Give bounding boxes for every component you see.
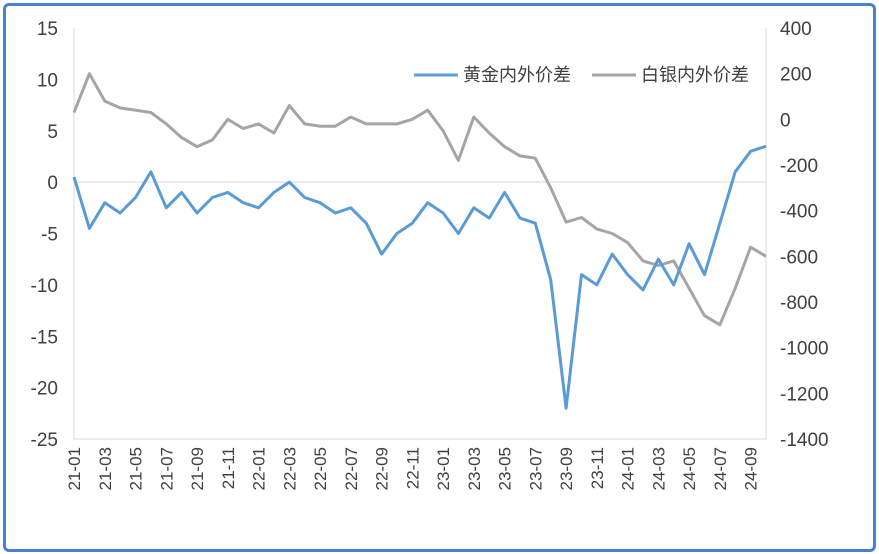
x-tick-label: 23-11 [588, 447, 607, 489]
x-tick-label: 22-01 [250, 447, 269, 490]
right-tick-label: -200 [780, 156, 818, 177]
series-line-gold [72, 144, 767, 410]
x-tick-label: 22-03 [280, 447, 299, 490]
x-tick-label: 23-03 [465, 447, 484, 490]
x-tick-label: 21-05 [127, 447, 146, 490]
x-tick-label: 24-09 [742, 447, 761, 490]
x-tick-label: 22-11 [403, 447, 422, 489]
x-tick-label: 24-05 [680, 447, 699, 490]
chart-frame [3, 3, 876, 552]
left-tick-label: 5 [47, 122, 58, 143]
legend: 黄金内外价差 白银内外价差 [414, 65, 749, 86]
right-axis-ticks: 400 200 0 -200 -400 -600 -800 -1000 -1200 -1400 [780, 19, 829, 451]
left-tick-label: -15 [31, 327, 58, 348]
x-tick-label: 22-05 [311, 447, 330, 490]
x-tick-label: 21-11 [219, 447, 238, 489]
left-tick-label: 10 [37, 70, 58, 91]
x-tick-label: 24-07 [711, 447, 730, 490]
left-tick-label: 15 [37, 19, 58, 40]
x-axis-ticks: 21-01 21-03 21-05 21-07 21-09 21-11 22-01 22-03… [65, 447, 761, 490]
x-tick-label: 22-09 [373, 447, 392, 490]
x-tick-label: 24-03 [649, 447, 668, 490]
right-tick-label: 200 [780, 65, 812, 86]
x-tick-label: 21-01 [65, 447, 84, 490]
right-tick-label: 400 [780, 19, 812, 40]
right-tick-label: -1200 [780, 384, 829, 405]
right-tick-label: -1000 [780, 339, 829, 360]
legend-label-silver: 白银内外价差 [641, 65, 749, 86]
left-tick-label: -5 [41, 225, 58, 246]
left-axis-ticks: 15 10 5 0 -5 -10 -15 -20 -25 [31, 19, 58, 451]
x-tick-label: 23-09 [557, 447, 576, 490]
left-tick-label: -10 [31, 276, 58, 297]
x-tick-label: 23-07 [526, 447, 545, 490]
left-tick-label: -25 [31, 430, 58, 451]
right-tick-label: -400 [780, 202, 818, 223]
x-tick-label: 23-05 [496, 447, 515, 490]
right-tick-label: -1400 [780, 430, 829, 451]
x-tick-label: 24-01 [619, 447, 638, 490]
legend-label-gold: 黄金内外价差 [463, 65, 571, 86]
x-tick-label: 22-07 [342, 447, 361, 490]
series-line-silver [72, 72, 767, 327]
left-tick-label: 0 [47, 173, 58, 194]
right-tick-label: -800 [780, 293, 818, 314]
left-tick-label: -20 [31, 379, 58, 400]
x-tick-label: 21-07 [157, 447, 176, 490]
right-tick-label: -600 [780, 247, 818, 268]
x-tick-label: 21-03 [96, 447, 115, 490]
x-tick-label: 23-01 [434, 447, 453, 490]
x-tick-label: 21-09 [188, 447, 207, 490]
right-tick-label: 0 [780, 110, 791, 131]
